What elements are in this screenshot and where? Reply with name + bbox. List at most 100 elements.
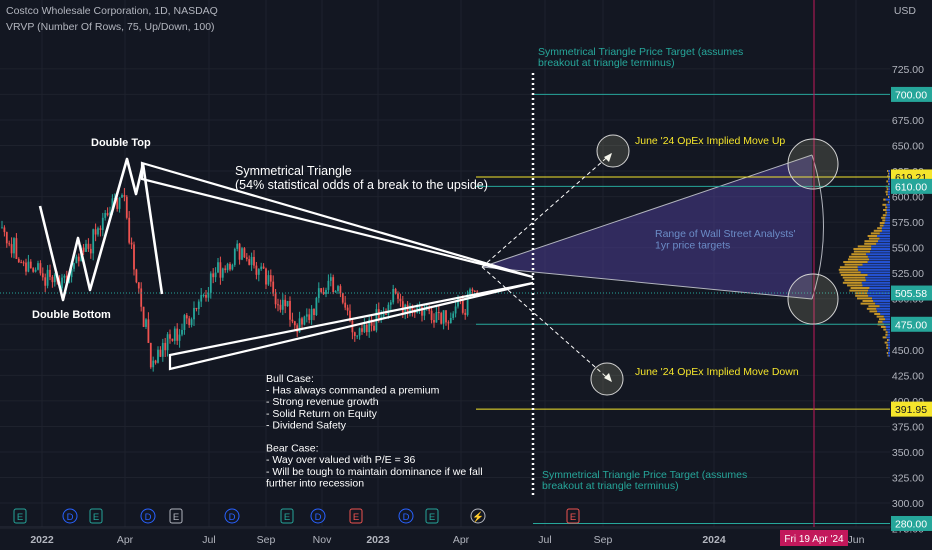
volume-profile-bar bbox=[888, 180, 890, 183]
candle-body bbox=[212, 273, 215, 278]
volume-profile-bar bbox=[877, 310, 890, 313]
candle-body bbox=[253, 256, 255, 266]
target-down-label: breakout at triangle terminus) bbox=[542, 480, 679, 492]
y-tick-label: 450.00 bbox=[892, 345, 924, 357]
candle-body bbox=[27, 261, 30, 272]
candle-body bbox=[245, 257, 248, 260]
x-tick-label: 2022 bbox=[30, 534, 54, 546]
volume-profile-bar bbox=[887, 331, 890, 334]
y-tick-label: 425.00 bbox=[892, 370, 924, 382]
target-down-label: Symmetrical Triangle Price Target (assum… bbox=[542, 469, 747, 481]
triangle-lower-band bbox=[168, 281, 534, 371]
candle-body bbox=[142, 306, 145, 327]
price-marker-label: 610.00 bbox=[895, 181, 927, 193]
candle-body bbox=[128, 217, 131, 243]
volume-profile-bar bbox=[886, 346, 888, 349]
target-up-label: Symmetrical Triangle Price Target (assum… bbox=[538, 46, 743, 58]
candle-body bbox=[109, 212, 111, 216]
volume-profile-bar bbox=[849, 289, 869, 292]
volume-profile-bar bbox=[858, 268, 890, 271]
opex-up-circle bbox=[596, 134, 630, 168]
candle-body bbox=[466, 294, 469, 315]
candle-body bbox=[25, 262, 27, 272]
event-badge-label: D bbox=[145, 512, 152, 523]
candle-body bbox=[356, 335, 359, 337]
volume-profile-bar bbox=[862, 300, 874, 302]
candle-body bbox=[49, 269, 51, 277]
candle-body bbox=[171, 338, 174, 341]
price-marker-label: 280.00 bbox=[895, 518, 927, 530]
event-badge-label: E bbox=[284, 512, 290, 523]
volume-profile-bar bbox=[861, 281, 890, 284]
candle-body bbox=[202, 294, 205, 296]
candle-body bbox=[236, 243, 239, 249]
volume-profile-bar bbox=[870, 232, 880, 235]
candle-body bbox=[447, 322, 450, 324]
volume-profile-bar bbox=[889, 196, 890, 198]
volume-profile-bar bbox=[866, 253, 890, 256]
candle-body bbox=[387, 304, 390, 315]
indicator-label: VRVP (Number Of Rows, 75, Up/Down, 100) bbox=[6, 21, 215, 33]
volume-profile-bar bbox=[870, 250, 890, 253]
candle-body bbox=[373, 325, 375, 331]
candle-body bbox=[301, 318, 303, 325]
volume-profile-bar bbox=[888, 352, 890, 354]
candle-body bbox=[358, 328, 361, 336]
y-tick-label: 550.00 bbox=[892, 243, 924, 255]
candle-body bbox=[97, 228, 99, 235]
volume-profile-bar bbox=[848, 255, 868, 258]
volume-profile-bar bbox=[888, 183, 889, 185]
event-badge bbox=[62, 508, 78, 524]
opex-down-label: June '24 OpEx Implied Move Down bbox=[635, 366, 799, 378]
volume-profile-bar bbox=[887, 190, 890, 193]
candle-body bbox=[411, 305, 414, 311]
candle-body bbox=[464, 312, 467, 315]
event-badge-label: D bbox=[67, 512, 74, 523]
volume-profile-bar bbox=[869, 310, 878, 313]
candle-body bbox=[231, 264, 234, 270]
volume-profile-bar bbox=[884, 341, 888, 344]
volume-profile-bar bbox=[851, 253, 867, 256]
candle-body bbox=[157, 349, 159, 363]
volume-profile-bar bbox=[881, 229, 890, 232]
candle-body bbox=[313, 308, 315, 316]
case-text-line: - Solid Return on Equity bbox=[266, 408, 378, 420]
volume-profile-bar bbox=[840, 274, 868, 276]
y-tick-label: 525.00 bbox=[892, 268, 924, 280]
candle-body bbox=[289, 300, 291, 320]
candle-body bbox=[205, 294, 207, 298]
volume-profile-bar bbox=[888, 201, 890, 204]
candle-body bbox=[46, 269, 49, 286]
volume-profile-bar bbox=[888, 188, 890, 191]
double-top-label: Double Top bbox=[91, 137, 151, 149]
currency-label: USD bbox=[893, 5, 916, 17]
candle-body bbox=[75, 256, 78, 264]
price-marker-box bbox=[891, 515, 932, 531]
volume-profile-bar bbox=[864, 242, 877, 245]
volume-profile-bar bbox=[871, 248, 890, 250]
volume-profile-bar bbox=[886, 209, 890, 211]
volume-profile-bar bbox=[888, 339, 890, 341]
event-badge bbox=[310, 508, 326, 524]
candle-body bbox=[183, 315, 186, 330]
candle-body bbox=[116, 197, 119, 209]
candle-body bbox=[200, 295, 203, 302]
candle-body bbox=[197, 301, 200, 310]
volume-profile-bar bbox=[860, 302, 876, 305]
candle-body bbox=[409, 305, 411, 313]
volume-profile-bar bbox=[885, 206, 888, 209]
price-marker-label: 700.00 bbox=[895, 89, 927, 101]
candle-body bbox=[20, 262, 23, 264]
volume-profile-bar bbox=[880, 326, 886, 328]
candle-body bbox=[277, 304, 279, 306]
y-tick-label: 375.00 bbox=[892, 421, 924, 433]
y-tick-label: 575.00 bbox=[892, 217, 924, 229]
candle-body bbox=[70, 268, 73, 278]
candle-body bbox=[279, 304, 282, 310]
volume-profile-bar bbox=[844, 279, 866, 282]
candle-body bbox=[459, 298, 462, 300]
candle-body bbox=[5, 232, 8, 244]
event-badge bbox=[425, 508, 439, 524]
